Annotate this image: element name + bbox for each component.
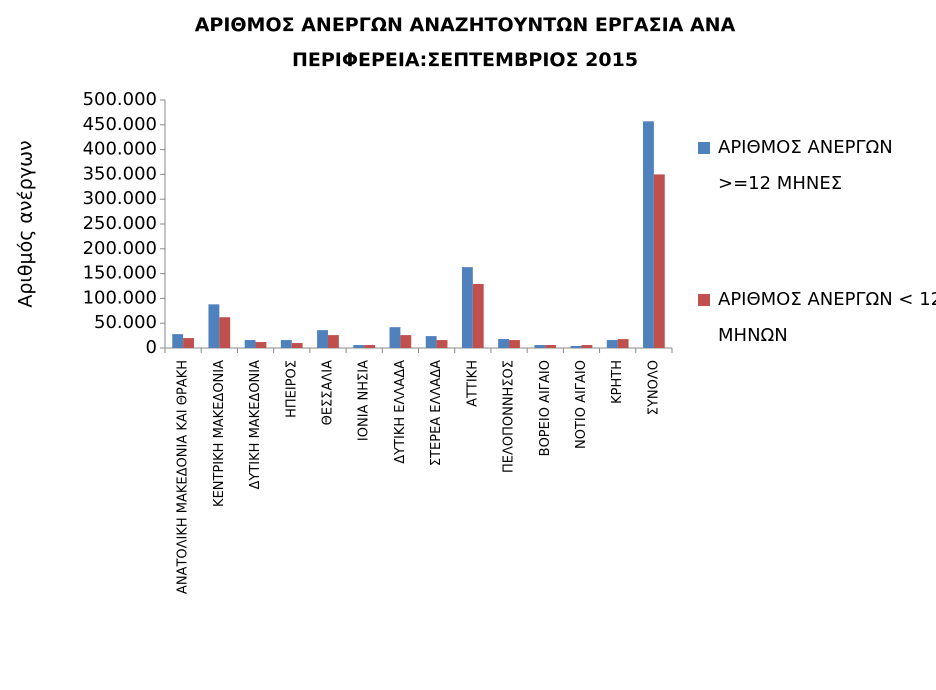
bar	[244, 340, 256, 348]
x-tick-label: ΣΤΕΡΕΑ ΕΛΛΑΔΑ	[429, 360, 444, 466]
bar	[291, 343, 303, 348]
x-tick-label: ΔΥΤΙΚΗ ΕΛΛΑΔΑ	[393, 360, 408, 464]
y-tick-label: 450.000	[83, 114, 157, 135]
y-tick-label: 0	[146, 337, 157, 358]
bar	[400, 335, 412, 348]
x-tick-label: ΣΥΝΟΛΟ	[646, 360, 661, 415]
bar	[509, 340, 520, 348]
y-tick-label: 200.000	[83, 238, 157, 259]
bar	[425, 336, 437, 348]
x-tick-label: ΗΠΕΙΡΟΣ	[284, 360, 299, 418]
legend-swatch	[698, 294, 710, 306]
bar	[498, 339, 510, 348]
bar	[570, 346, 582, 348]
x-tick-label: ΑΤΤΙΚΗ	[465, 360, 480, 407]
bar	[317, 330, 328, 348]
x-tick-label: ΙΟΝΙΑ ΝΗΣΙΑ	[357, 360, 372, 441]
x-tick-label: ΚΡΗΤΗ	[610, 360, 625, 404]
bar	[219, 317, 231, 348]
bar	[183, 338, 194, 348]
y-tick-label: 400.000	[83, 139, 157, 160]
x-tick-label: ΝΟΤΙΟ ΑΙΓΑΙΟ	[574, 360, 589, 449]
y-axis-label: Αριθμός ανέργων	[15, 140, 37, 307]
legend-label: ΑΡΙΘΜΟΣ ΑΝΕΡΓΩΝ >=12 ΜΗΝΕΣ	[718, 137, 893, 194]
legend-swatch	[698, 142, 710, 154]
bar	[389, 327, 401, 348]
y-tick-label: 100.000	[83, 287, 157, 308]
x-tick-label: ΠΕΛΟΠΟΝΝΗΣΟΣ	[502, 360, 517, 473]
y-tick-label: 150.000	[83, 263, 157, 284]
x-tick-label: ΘΕΣΣΑΛΙΑ	[320, 360, 335, 425]
bar	[436, 340, 448, 348]
x-tick-label: ΚΕΝΤΡΙΚΗ ΜΑΚΕΔΟΝΙΑ	[212, 360, 227, 507]
x-tick-label: ΑΝΑΤΟΛΙΚΗ ΜΑΚΕΔΟΝΙΑ ΚΑΙ ΘΡΑΚΗ	[176, 360, 191, 594]
bar	[364, 345, 376, 348]
y-tick-label: 300.000	[83, 188, 157, 209]
chart-title: ΑΡΙΘΜΟΣ ΑΝΕΡΓΩΝ ΑΝΑΖΗΤΟΥΝΤΩΝ ΕΡΓΑΣΙΑ ΑΝΑ…	[194, 14, 736, 71]
bar	[472, 284, 484, 348]
y-tick-label: 350.000	[83, 163, 157, 184]
bar	[534, 345, 546, 348]
y-tick-label: 500.000	[83, 89, 157, 110]
y-tick-label: 250.000	[83, 213, 157, 234]
bar	[255, 342, 267, 348]
bar	[617, 339, 629, 348]
bar	[327, 335, 339, 348]
bar	[606, 340, 618, 348]
bar	[461, 267, 473, 348]
bar	[353, 345, 365, 348]
bar	[653, 174, 665, 348]
bar	[643, 121, 654, 348]
bar	[545, 345, 557, 348]
bar	[208, 304, 220, 348]
x-tick-label: ΒΟΡΕΙΟ ΑΙΓΑΙΟ	[538, 360, 553, 456]
bar	[280, 340, 292, 348]
x-tick-label: ΔΥΤΙΚΗ ΜΑΚΕΔΟΝΙΑ	[248, 360, 263, 490]
legend-label: ΑΡΙΘΜΟΣ ΑΝΕΡΓΩΝ < 12 ΜΗΝΩΝ	[718, 289, 936, 346]
bar	[172, 334, 184, 348]
bar	[581, 345, 593, 348]
y-tick-label: 50.000	[94, 312, 157, 333]
